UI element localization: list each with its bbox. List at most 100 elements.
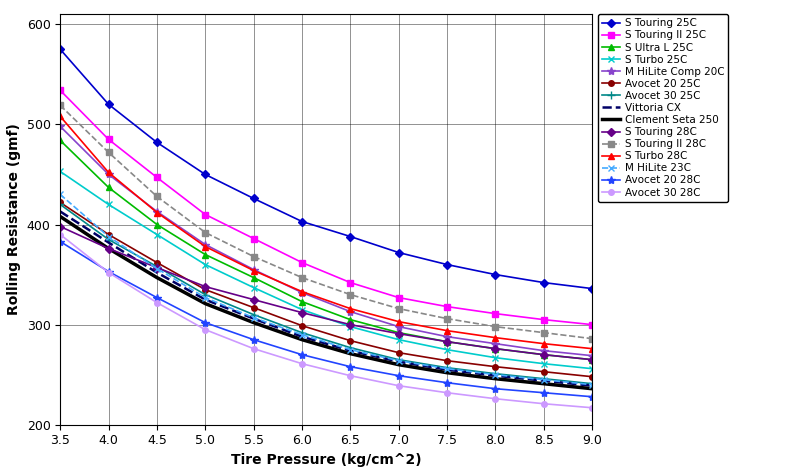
S Touring II 25C [103, 137, 113, 142]
M HiLite 23C [345, 347, 355, 353]
Line: S Touring II 25C: S Touring II 25C [57, 88, 595, 328]
S Touring 25C [539, 280, 548, 285]
M HiLite 23C [297, 332, 306, 337]
S Touring II 28C [539, 330, 548, 336]
Avocet 20 28C [249, 337, 259, 343]
Clement Seta 250 [587, 386, 597, 392]
Line: M HiLite Comp 20C: M HiLite Comp 20C [56, 122, 596, 360]
S Turbo 28C [443, 328, 452, 334]
S Turbo 28C [103, 170, 113, 175]
Avocet 30 28C [56, 232, 65, 237]
Avocet 30 28C [394, 383, 404, 389]
S Touring II 28C [56, 102, 65, 108]
Avocet 20 25C [539, 369, 548, 374]
S Touring 25C [443, 262, 452, 267]
S Touring II 28C [201, 230, 210, 236]
S Turbo 25C [490, 355, 500, 361]
S Turbo 25C [103, 201, 113, 207]
Avocet 30 25C [152, 264, 162, 269]
S Touring II 28C [345, 292, 355, 298]
Avocet 20 28C [490, 386, 500, 392]
Avocet 30 28C [103, 270, 113, 275]
Avocet 20 28C [201, 320, 210, 326]
Line: S Turbo 25C: S Turbo 25C [57, 168, 595, 372]
S Touring II 25C [297, 260, 306, 265]
M HiLite 23C [152, 266, 162, 272]
S Touring II 28C [297, 275, 306, 281]
Line: Vittoria CX: Vittoria CX [60, 211, 592, 386]
Vittoria CX [539, 378, 548, 383]
S Touring 28C [103, 246, 113, 251]
Avocet 20 28C [297, 352, 306, 357]
Clement Seta 250 [297, 337, 306, 343]
S Turbo 28C [297, 289, 306, 294]
S Touring 28C [249, 297, 259, 302]
Avocet 30 25C [249, 312, 259, 318]
Avocet 20 25C [587, 374, 597, 380]
S Touring 25C [490, 272, 500, 277]
S Touring 28C [56, 224, 65, 229]
Avocet 20 28C [587, 394, 597, 400]
Vittoria CX [249, 316, 259, 321]
S Touring 25C [345, 234, 355, 239]
Avocet 30 28C [443, 390, 452, 396]
Vittoria CX [443, 367, 452, 373]
M HiLite 23C [249, 315, 259, 320]
S Touring 28C [539, 352, 548, 357]
M HiLite Comp 20C [539, 348, 548, 354]
S Touring 25C [587, 286, 597, 292]
Vittoria CX [587, 383, 597, 389]
Avocet 20 25C [56, 200, 65, 205]
Avocet 20 25C [443, 358, 452, 364]
S Ultra L 25C [490, 346, 500, 352]
X-axis label: Tire Pressure (kg/cm^2): Tire Pressure (kg/cm^2) [231, 453, 422, 467]
S Turbo 25C [394, 337, 404, 343]
M HiLite 23C [587, 382, 597, 388]
Avocet 20 28C [539, 390, 548, 396]
Avocet 20 25C [152, 260, 162, 265]
Avocet 30 28C [201, 327, 210, 332]
Line: S Ultra L 25C: S Ultra L 25C [57, 137, 595, 363]
S Turbo 28C [490, 335, 500, 340]
Line: Avocet 20 28C: Avocet 20 28C [56, 237, 596, 401]
Line: Avocet 30 25C: Avocet 30 25C [56, 201, 596, 388]
S Turbo 28C [539, 341, 548, 346]
S Touring 25C [56, 46, 65, 52]
S Touring II 28C [394, 306, 404, 311]
Clement Seta 250 [490, 376, 500, 382]
Vittoria CX [152, 270, 162, 275]
Avocet 30 28C [152, 300, 162, 305]
Avocet 20 25C [345, 338, 355, 344]
Line: S Touring 25C: S Touring 25C [57, 46, 595, 292]
S Turbo 28C [345, 306, 355, 311]
Clement Seta 250 [249, 320, 259, 326]
Avocet 20 28C [103, 269, 113, 274]
S Turbo 25C [345, 324, 355, 329]
S Ultra L 25C [249, 275, 259, 281]
Clement Seta 250 [56, 214, 65, 219]
S Touring 25C [297, 219, 306, 224]
S Ultra L 25C [443, 339, 452, 345]
S Ultra L 25C [152, 222, 162, 228]
S Turbo 28C [249, 268, 259, 273]
M HiLite 23C [539, 377, 548, 383]
Line: M HiLite 23C: M HiLite 23C [57, 191, 595, 388]
S Touring II 25C [152, 174, 162, 180]
S Turbo 28C [587, 346, 597, 352]
Line: S Touring II 28C: S Touring II 28C [57, 102, 595, 341]
Avocet 30 28C [297, 361, 306, 366]
S Ultra L 25C [297, 299, 306, 304]
Line: Clement Seta 250: Clement Seta 250 [60, 217, 592, 389]
M HiLite Comp 20C [297, 290, 306, 295]
S Touring II 25C [394, 295, 404, 301]
S Touring II 25C [345, 280, 355, 285]
Avocet 20 28C [152, 295, 162, 301]
M HiLite Comp 20C [490, 341, 500, 346]
S Turbo 28C [394, 319, 404, 325]
S Ultra L 25C [587, 357, 597, 363]
Avocet 20 25C [103, 232, 113, 237]
S Ultra L 25C [56, 137, 65, 143]
S Touring II 25C [201, 212, 210, 218]
M HiLite 23C [443, 366, 452, 372]
Avocet 30 25C [103, 237, 113, 242]
